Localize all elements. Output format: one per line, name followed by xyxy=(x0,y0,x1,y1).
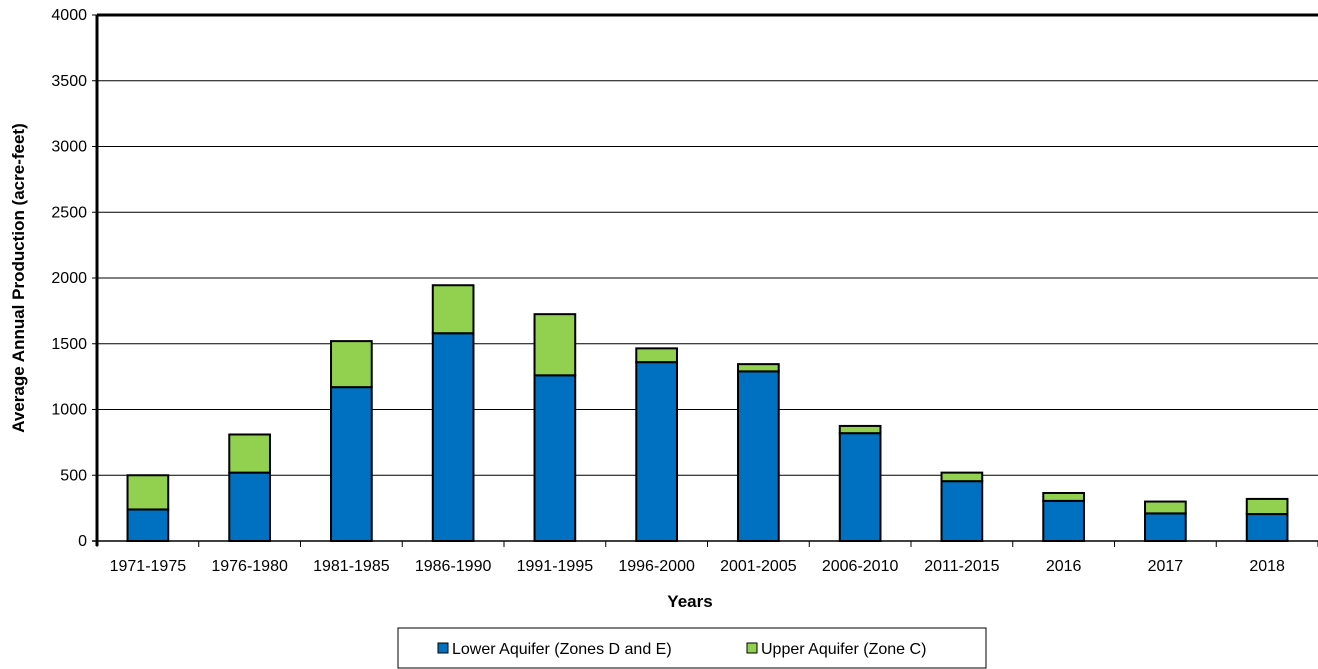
y-tick-label: 1000 xyxy=(51,402,87,419)
x-tick-label: 1976-1980 xyxy=(211,558,288,575)
gridlines xyxy=(97,14,1318,476)
bar-upper-aquifer-1971-1975 xyxy=(126,474,170,511)
bar-upper-aquifer-1986-1990 xyxy=(431,284,475,335)
y-tick-label: 1500 xyxy=(51,336,87,353)
legend-item-lower-aquifer-label: Lower Aquifer (Zones D and E) xyxy=(452,641,672,658)
y-tick-label: 0 xyxy=(78,533,87,550)
legend-item-lower-aquifer-swatch xyxy=(437,642,449,654)
y-tick-label: 500 xyxy=(60,467,87,484)
x-tick-label: 1971-1975 xyxy=(110,558,187,575)
bar-lower-aquifer-2011-2015 xyxy=(940,480,984,543)
bar-lower-aquifer-2016 xyxy=(1042,499,1085,542)
y-tick-label: 4000 xyxy=(51,7,87,24)
bar-lower-aquifer-2006-2010 xyxy=(838,432,882,543)
y-tick-label: 3500 xyxy=(51,73,87,90)
legend-item-upper-aquifer-swatch xyxy=(746,642,758,654)
bar-lower-aquifer-2018 xyxy=(1245,513,1289,542)
bar-lower-aquifer-1991-1995 xyxy=(533,374,577,542)
x-tick-label: 2017 xyxy=(1148,558,1184,575)
bar-upper-aquifer-1991-1995 xyxy=(533,313,577,377)
x-tick-label: 2001-2005 xyxy=(720,558,797,575)
x-tick-label: 2016 xyxy=(1046,558,1082,575)
x-tick-label: 1981-1985 xyxy=(313,558,390,575)
bar-upper-aquifer-2018 xyxy=(1245,497,1289,516)
y-tick-label: 2500 xyxy=(51,204,87,221)
x-tick-label: 2011-2015 xyxy=(924,558,999,575)
bar-lower-aquifer-1986-1990 xyxy=(431,332,475,543)
bar-lower-aquifer-1976-1980 xyxy=(228,471,271,542)
bar-upper-aquifer-1976-1980 xyxy=(228,433,271,474)
legend-box xyxy=(397,627,987,669)
x-tick-label: 2018 xyxy=(1249,558,1285,575)
bar-upper-aquifer-2011-2015 xyxy=(940,471,984,483)
y-axis-title: Average Annual Production (acre-feet) xyxy=(9,123,28,433)
x-axis-title: Years xyxy=(667,592,712,611)
bar-upper-aquifer-1996-2000 xyxy=(635,347,678,364)
y-tick-label: 3000 xyxy=(51,139,87,156)
y-tick-labels: 0 500 1000 1500 2000 2500 3000 3500 4000 xyxy=(51,7,97,550)
bar-lower-aquifer-1996-2000 xyxy=(635,361,678,542)
x-tick-label: 1986-1990 xyxy=(415,558,492,575)
bar-upper-aquifer-2016 xyxy=(1042,492,1085,502)
x-tick-labels: 1971-1975 1976-1980 1981-1985 1986-1990 1991… xyxy=(110,558,1285,575)
bar-upper-aquifer-1981-1985 xyxy=(330,340,373,389)
bars xyxy=(126,284,1289,543)
x-tick-label: 1996-2000 xyxy=(618,558,695,575)
bar-lower-aquifer-1971-1975 xyxy=(126,508,170,543)
bar-lower-aquifer-1981-1985 xyxy=(330,386,373,542)
axes xyxy=(92,13,1318,547)
y-tick-label: 2000 xyxy=(51,270,87,287)
x-tick-label: 2006-2010 xyxy=(822,558,899,575)
legend-item-upper-aquifer-label: Upper Aquifer (Zone C) xyxy=(761,641,926,658)
x-tick-label: 1991-1995 xyxy=(517,558,594,575)
bar-lower-aquifer-2017 xyxy=(1144,512,1187,543)
bar-lower-aquifer-2001-2005 xyxy=(737,370,780,542)
bar-upper-aquifer-2017 xyxy=(1144,500,1187,515)
bar-upper-aquifer-2006-2010 xyxy=(838,424,882,435)
bar-upper-aquifer-2001-2005 xyxy=(737,363,780,373)
legend: Lower Aquifer (Zones D and E) Upper Aquif… xyxy=(397,627,987,669)
